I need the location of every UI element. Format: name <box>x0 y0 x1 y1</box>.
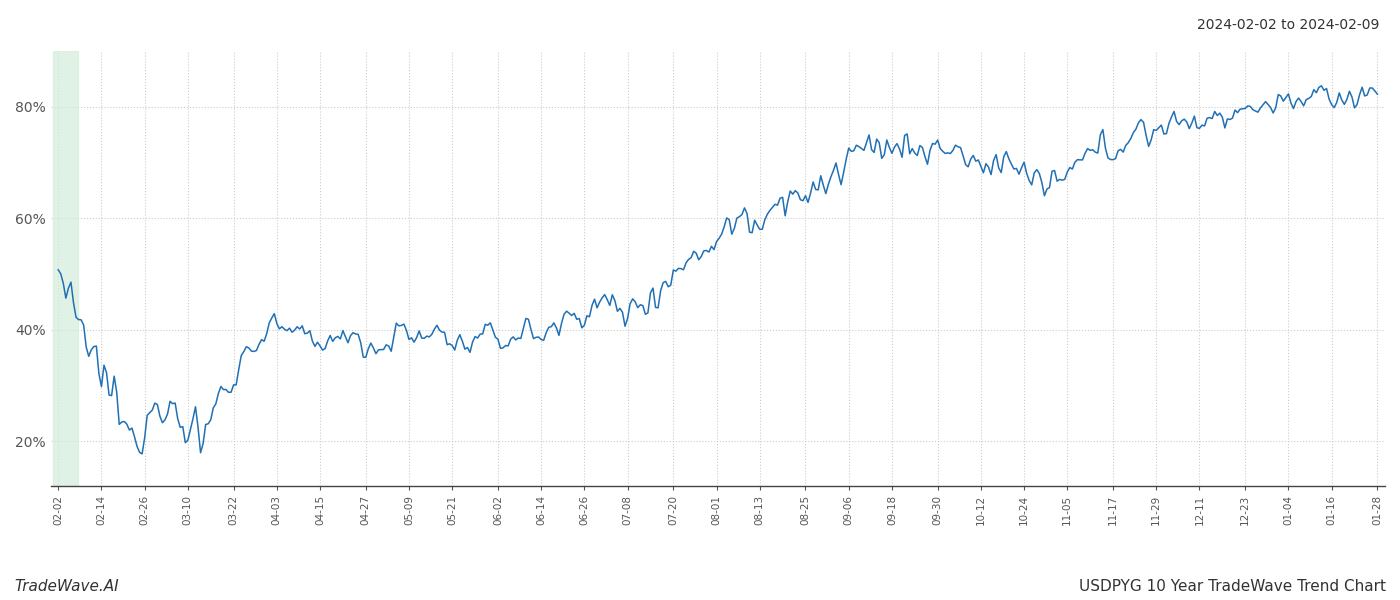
Text: 2024-02-02 to 2024-02-09: 2024-02-02 to 2024-02-09 <box>1197 18 1379 32</box>
Text: TradeWave.AI: TradeWave.AI <box>14 579 119 594</box>
Bar <box>53 51 77 486</box>
Text: USDPYG 10 Year TradeWave Trend Chart: USDPYG 10 Year TradeWave Trend Chart <box>1079 579 1386 594</box>
